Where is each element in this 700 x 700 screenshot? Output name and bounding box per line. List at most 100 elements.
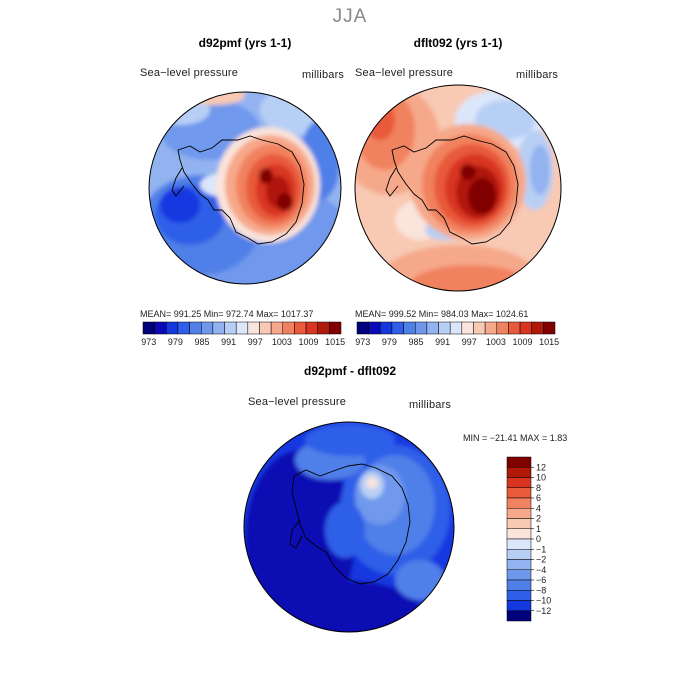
colorbar-swatch [166,321,179,335]
colorbar-swatch [506,590,532,601]
colorbar-swatch [154,321,167,335]
colorbar-swatch [212,321,225,335]
colorbar-tick-label: 979 [382,337,397,347]
colorbar-swatch [177,321,190,335]
colorbar-swatch [473,321,486,335]
colorbar-swatch [484,321,498,335]
page-title: JJA [332,6,368,27]
colorbar-swatch [368,321,381,335]
panel2-units-label: millibars [516,69,559,81]
colorbar-tick-label: −8 [536,585,546,595]
colorbar-tick-label: 1009 [513,337,533,347]
colorbar-swatch [247,321,260,335]
colorbar-swatch [506,467,532,478]
panel3-units-label: millibars [409,399,452,411]
map-dflt092 [354,84,562,292]
map-difference [243,421,455,633]
panel2-stats: MEAN= 999.52 Min= 984.03 Max= 1024.61 [355,309,529,319]
colorbar-swatch [142,321,155,335]
colorbar-tick-label: 991 [221,337,236,347]
colorbar-swatch [438,321,451,335]
colorbar-tick-label: −10 [536,596,551,606]
colorbar-swatch [506,518,532,529]
colorbar-tick-label: −1 [536,544,546,554]
colorbar-swatch [506,538,532,550]
colorbar-swatch [189,321,202,335]
colorbar-swatch [380,321,393,335]
panel2-title: dflt092 (yrs 1-1) [413,36,503,50]
colorbar-tick-label: 6 [536,493,541,503]
colorbar-swatch [506,487,532,499]
colorbar-tick-label: 1015 [539,337,559,347]
colorbar-tick-label: 8 [536,483,541,493]
colorbar-swatch [270,321,284,335]
colorbar-tick-label: −2 [536,555,546,565]
panel3-title: d92pmf - dflt092 [303,364,397,378]
colorbar-swatch [329,321,342,335]
colorbar-swatch [506,549,532,560]
colorbar-swatch [461,321,474,335]
panel2-variable-label: Sea−level pressure [355,67,454,79]
colorbar-tick-label: −12 [536,606,551,616]
panel3-stats: MIN = −21.41 MAX = 1.83 [463,433,568,443]
colorbar-tick-label: 1009 [299,337,319,347]
colorbar-swatch [235,321,249,335]
colorbar-swatch [496,321,509,335]
colorbar-swatch [506,528,532,540]
colorbar-tick-label: 2 [536,514,541,524]
colorbar-swatch [259,321,272,335]
colorbar-tick-label: 10 [536,473,546,483]
panel1-title: d92pmf (yrs 1-1) [198,36,292,50]
colorbar-tick-label: 0 [536,534,541,544]
colorbar-swatch [317,321,330,335]
colorbar-swatch [506,508,532,519]
colorbar-swatch [414,321,428,335]
colorbar-swatch [305,321,318,335]
colorbar-swatch [506,559,532,570]
colorbar-swatch [506,477,532,488]
colorbar-swatch [200,321,214,335]
colorbar-tick-label: 985 [409,337,424,347]
colorbar-tick-label: −4 [536,565,546,575]
colorbar-tick-label: 985 [195,337,210,347]
colorbar-tick-label: 4 [536,503,541,513]
colorbar-swatch [403,321,416,335]
colorbar-swatch [506,497,532,509]
colorbar-tick-label: 1003 [486,337,506,347]
panel1-stats: MEAN= 991.25 Min= 972.74 Max= 1017.37 [140,309,314,319]
colorbar-swatch [282,321,295,335]
colorbar-swatch [426,321,439,335]
colorbar-swatch [531,321,544,335]
colorbar-swatch [506,600,532,611]
colorbar-d92pmf: 973 979 985 991 997 1003 1009 1015 [141,321,345,347]
colorbar-tick-label: 979 [168,337,183,347]
colorbar-tick-label: 12 [536,462,546,472]
colorbar-swatch [294,321,307,335]
colorbar-tick-label: 991 [435,337,450,347]
colorbar-swatch [519,321,532,335]
colorbar-swatch [543,321,556,335]
colorbar-swatch [506,569,532,581]
map-d92pmf [148,91,342,285]
colorbar-tick-label: 997 [248,337,263,347]
colorbar-tick-label: 1015 [325,337,345,347]
colorbar-swatch [224,321,237,335]
colorbar-tick-label: 973 [141,337,156,347]
colorbar-swatch [506,610,532,622]
colorbar-swatch [506,579,532,591]
colorbar-tick-label: −6 [536,575,546,585]
colorbar-tick-label: 1 [536,524,541,534]
colorbar-tick-label: 973 [355,337,370,347]
panel3-variable-label: Sea−level pressure [248,396,347,408]
colorbar-swatch [356,321,369,335]
colorbar-tick-label: 1003 [272,337,292,347]
colorbar-swatch [391,321,404,335]
colorbar-tick-label: 997 [462,337,477,347]
colorbar-swatch [449,321,463,335]
panel1-units-label: millibars [302,69,345,81]
colorbar-swatch [506,456,532,468]
colorbar-swatch [508,321,521,335]
panel1-variable-label: Sea−level pressure [140,67,239,79]
